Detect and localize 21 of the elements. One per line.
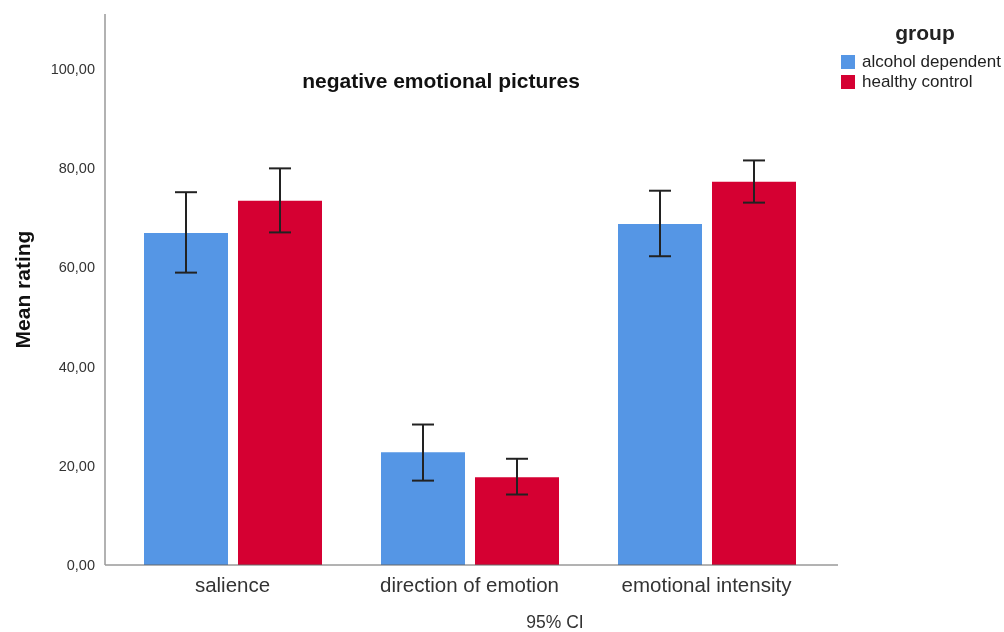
bar: [475, 477, 559, 565]
bar: [618, 223, 702, 565]
legend-label: alcohol dependent: [862, 52, 1001, 72]
bar: [144, 232, 228, 565]
bar: [238, 200, 322, 565]
y-axis-title: Mean rating: [10, 230, 34, 349]
x-tick-label: salience: [194, 572, 271, 596]
legend-label: healthy control: [862, 72, 973, 92]
y-tick-label: 60,00: [58, 259, 95, 276]
y-tick-label: 40,00: [58, 358, 95, 375]
bar: [381, 452, 465, 565]
y-tick-label: 100,00: [50, 60, 95, 77]
text: 95% CI: [525, 612, 585, 632]
text: negative emotional pictures: [301, 69, 581, 93]
x-tick-label: emotional intensity: [621, 572, 793, 596]
y-tick-label: 0,00: [66, 557, 95, 574]
y-tick-label: 80,00: [58, 160, 95, 177]
x-tick-label: direction of emotion: [380, 572, 559, 596]
y-tick-label: 20,00: [58, 457, 95, 474]
bar: [712, 181, 796, 565]
legend-title: group: [894, 20, 956, 46]
